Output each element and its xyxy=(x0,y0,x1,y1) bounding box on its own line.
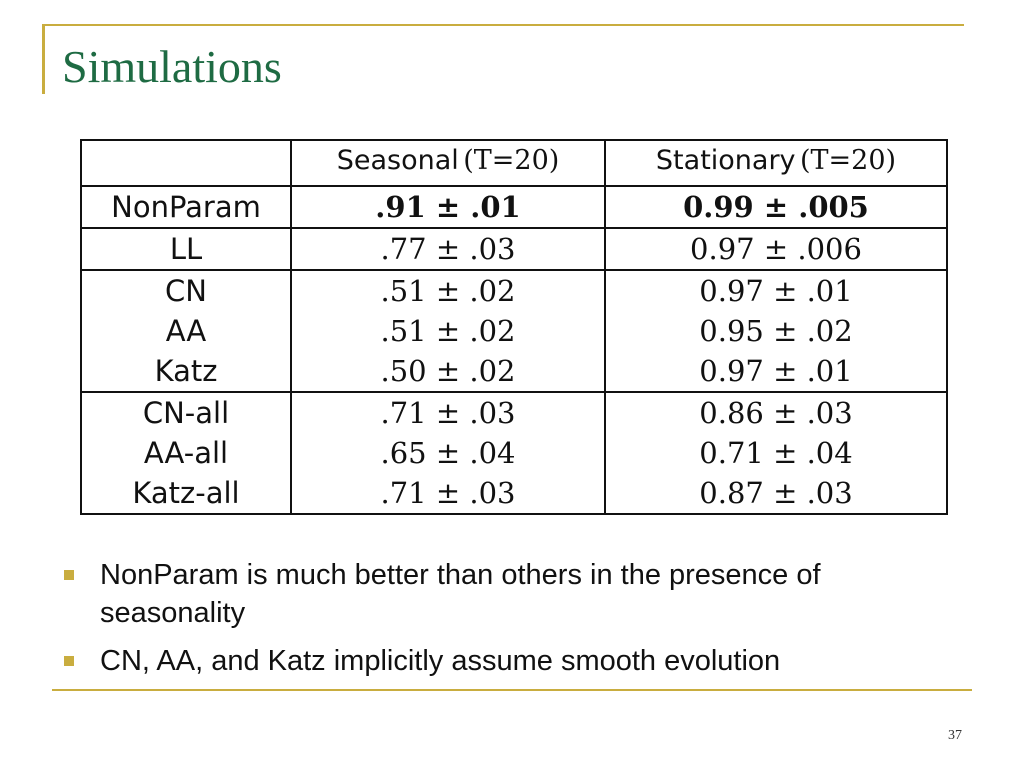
top-rule xyxy=(42,24,964,26)
seasonal-value: .91 ± .01 xyxy=(290,186,606,229)
table-header-row: Seasonal (T=20) Stationary (T=20) xyxy=(80,139,948,187)
stationary-value: 0.71 ± .04 xyxy=(604,433,948,473)
stationary-value: 0.97 ± .006 xyxy=(604,228,948,271)
table-row: NonParam .91 ± .01 0.99 ± .005 xyxy=(80,186,948,229)
square-bullet-icon xyxy=(64,570,74,580)
table-row: Katz-all .71 ± .03 0.87 ± .03 xyxy=(80,473,948,515)
bottom-rule xyxy=(52,689,972,691)
header-seasonal-param: (T=20) xyxy=(463,145,560,176)
header-seasonal-word: Seasonal xyxy=(336,145,459,176)
row-label: LL xyxy=(80,228,292,271)
bullet-text: CN, AA, and Katz implicitly assume smoot… xyxy=(100,645,781,677)
stationary-value: 0.97 ± .01 xyxy=(604,270,948,311)
seasonal-value: .50 ± .02 xyxy=(290,351,606,393)
seasonal-value: .51 ± .02 xyxy=(290,270,606,311)
table-row: CN-all .71 ± .03 0.86 ± .03 xyxy=(80,392,948,433)
title-accent-bar xyxy=(42,24,45,94)
seasonal-value: .71 ± .03 xyxy=(290,392,606,433)
bullet-list: NonParam is much better than others in t… xyxy=(62,556,962,690)
stationary-value: 0.87 ± .03 xyxy=(604,473,948,515)
slide-title: Simulations xyxy=(62,41,282,92)
stationary-value: 0.99 ± .005 xyxy=(604,186,948,229)
header-stationary-word: Stationary xyxy=(655,145,796,176)
row-label: CN-all xyxy=(80,392,292,433)
seasonal-value: .65 ± .04 xyxy=(290,433,606,473)
bullet-item: CN, AA, and Katz implicitly assume smoot… xyxy=(62,642,962,680)
bullet-item: NonParam is much better than others in t… xyxy=(62,556,962,632)
square-bullet-icon xyxy=(64,656,74,666)
seasonal-value: .77 ± .03 xyxy=(290,228,606,271)
header-cell-seasonal: Seasonal (T=20) xyxy=(290,139,606,187)
table-row: Katz .50 ± .02 0.97 ± .01 xyxy=(80,351,948,393)
row-label: AA xyxy=(80,311,292,351)
row-label: Katz xyxy=(80,351,292,393)
page-number: 37 xyxy=(948,728,962,743)
seasonal-value: .71 ± .03 xyxy=(290,473,606,515)
header-cell-stationary: Stationary (T=20) xyxy=(604,139,948,187)
table-row: CN .51 ± .02 0.97 ± .01 xyxy=(80,270,948,311)
stationary-value: 0.86 ± .03 xyxy=(604,392,948,433)
header-cell-empty xyxy=(80,139,292,187)
table-row: LL .77 ± .03 0.97 ± .006 xyxy=(80,228,948,271)
results-table: Seasonal (T=20) Stationary (T=20) NonPar… xyxy=(80,139,948,515)
row-label: Katz-all xyxy=(80,473,292,515)
row-label: NonParam xyxy=(80,186,292,229)
row-label: CN xyxy=(80,270,292,311)
table-row: AA .51 ± .02 0.95 ± .02 xyxy=(80,311,948,351)
stationary-value: 0.97 ± .01 xyxy=(604,351,948,393)
stationary-value: 0.95 ± .02 xyxy=(604,311,948,351)
seasonal-value: .51 ± .02 xyxy=(290,311,606,351)
bullet-text: NonParam is much better than others in t… xyxy=(100,559,821,629)
table-row: AA-all .65 ± .04 0.71 ± .04 xyxy=(80,433,948,473)
header-stationary-param: (T=20) xyxy=(800,145,897,176)
row-label: AA-all xyxy=(80,433,292,473)
